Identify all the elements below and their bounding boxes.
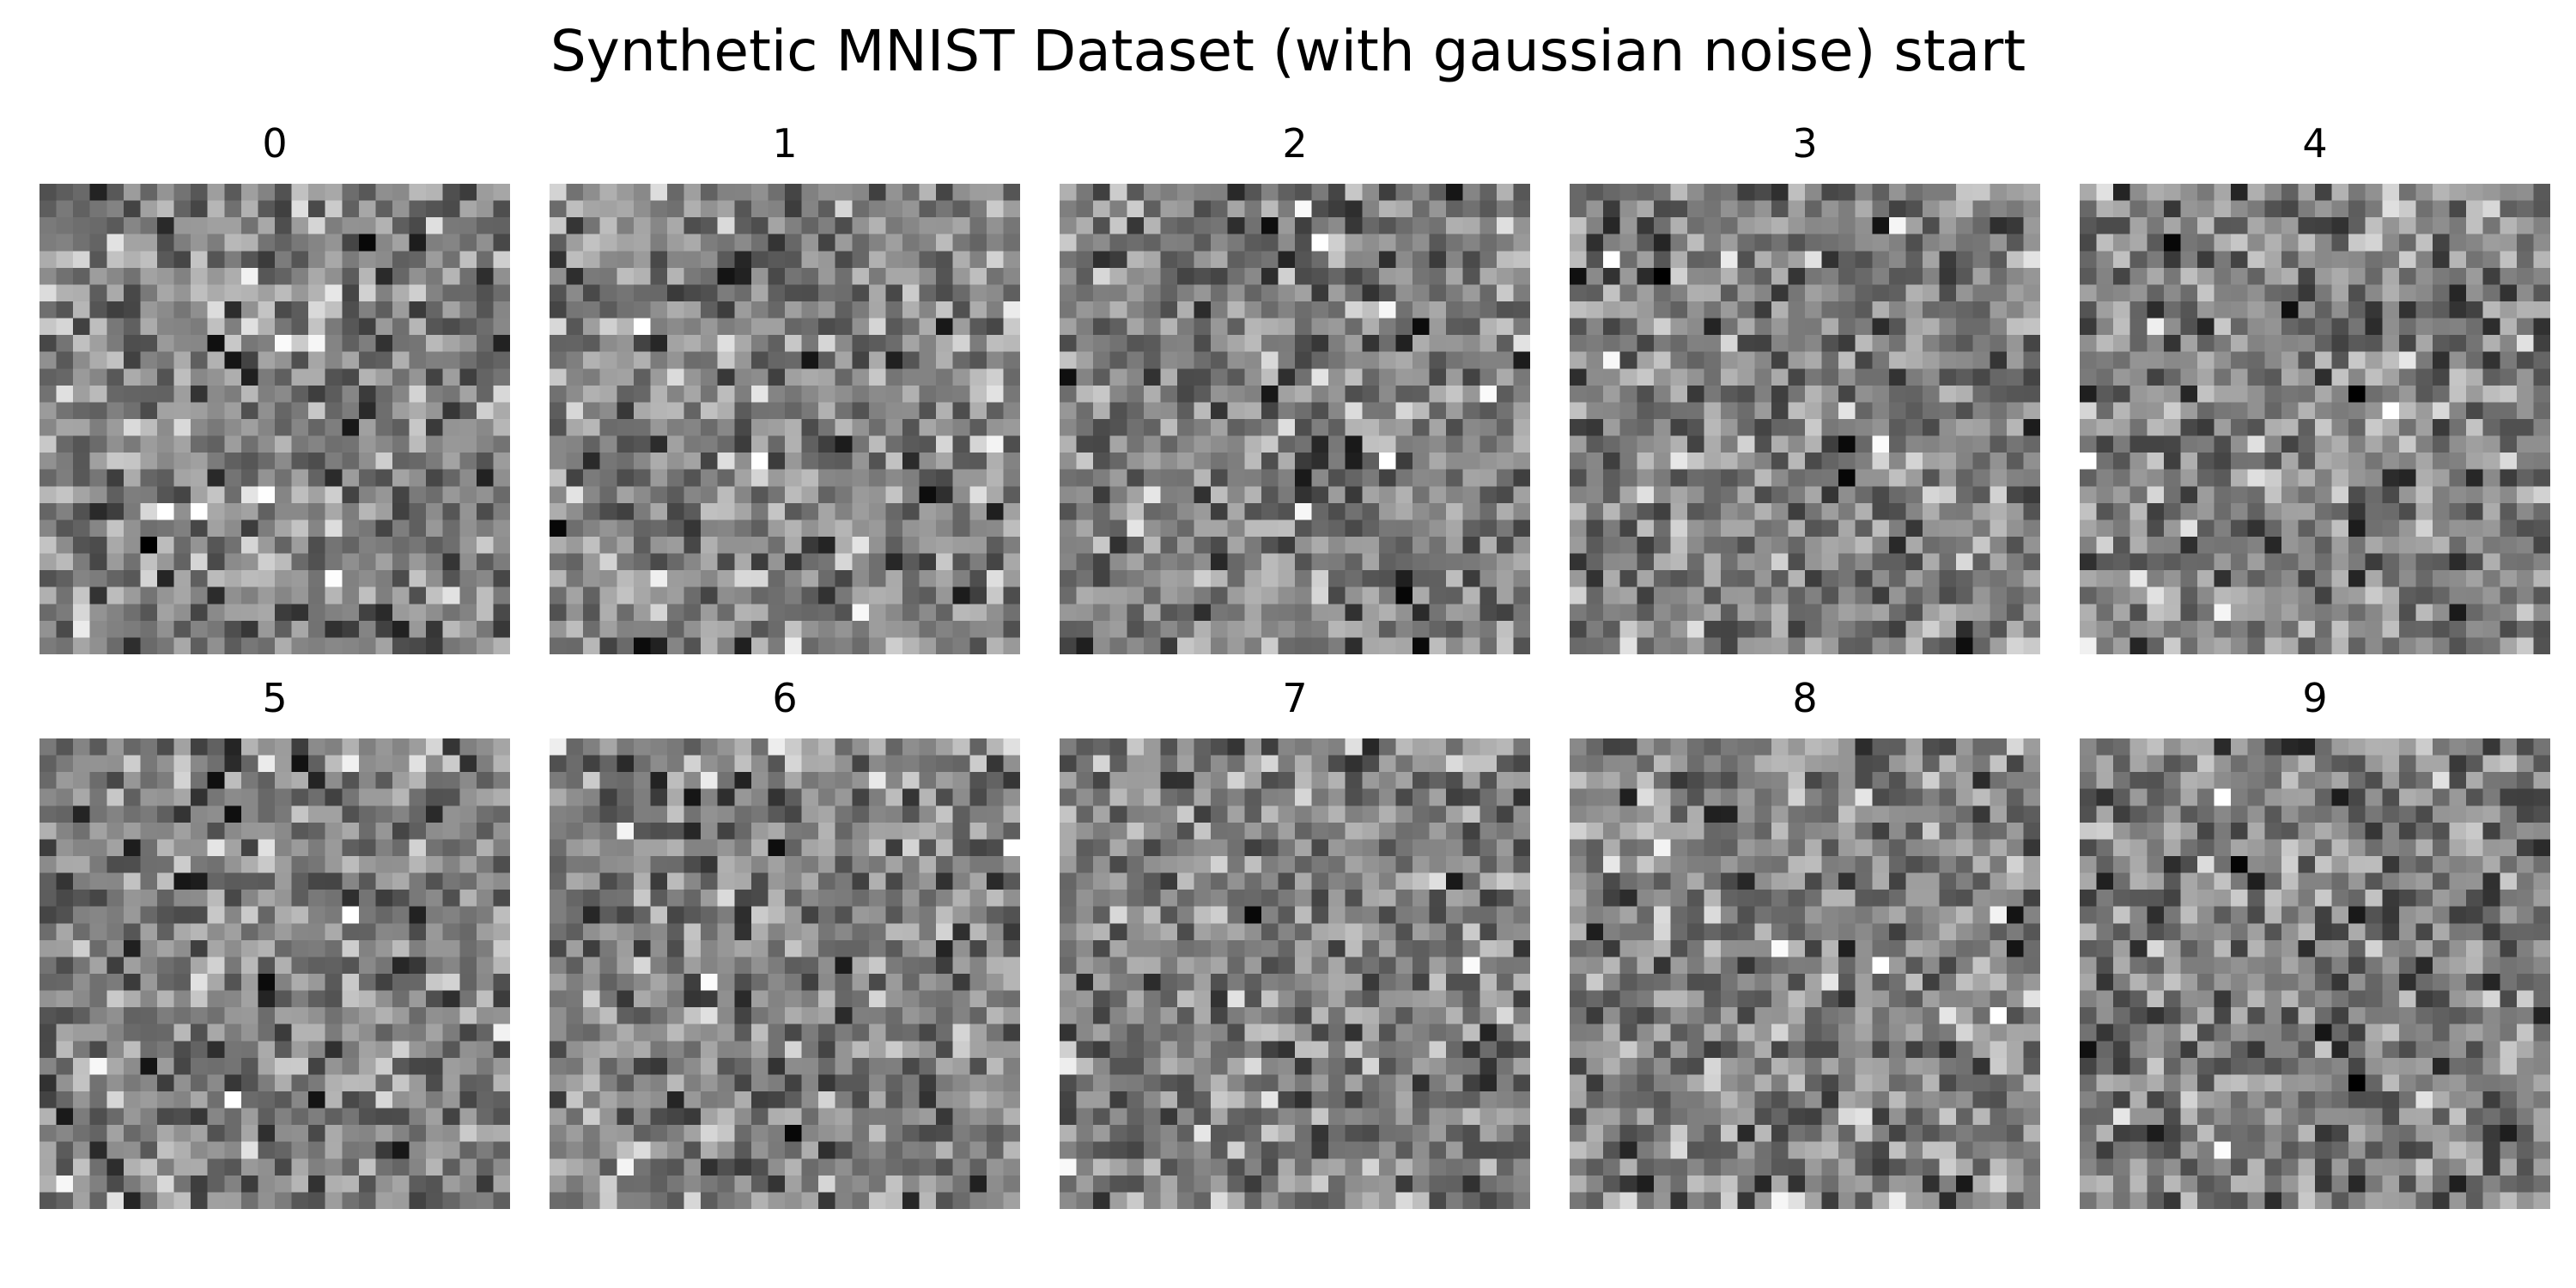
panel-label: 9	[2302, 675, 2328, 721]
panel-label: 1	[772, 120, 798, 167]
sample-panel-4: 4	[2080, 120, 2550, 654]
noise-image	[39, 184, 510, 654]
panel-label: 0	[262, 120, 288, 167]
sample-panel-9: 9	[2080, 675, 2550, 1209]
sample-panel-1: 1	[550, 120, 1020, 654]
panel-label: 7	[1282, 675, 1308, 721]
sample-panel-2: 2	[1060, 120, 1530, 654]
noise-image	[1060, 184, 1530, 654]
noise-image	[1060, 738, 1530, 1209]
noise-image	[1570, 738, 2040, 1209]
sample-panel-0: 0	[39, 120, 510, 654]
noise-image	[2080, 184, 2550, 654]
panel-label: 8	[1792, 675, 1818, 721]
panel-label: 5	[262, 675, 288, 721]
panel-label: 4	[2302, 120, 2328, 167]
panel-label: 2	[1282, 120, 1308, 167]
sample-panel-6: 6	[550, 675, 1020, 1209]
figure-title: Synthetic MNIST Dataset (with gaussian n…	[550, 18, 2026, 84]
noise-image	[1570, 184, 2040, 654]
sample-panel-8: 8	[1570, 675, 2040, 1209]
panel-label: 6	[772, 675, 798, 721]
sample-panel-3: 3	[1570, 120, 2040, 654]
sample-panel-7: 7	[1060, 675, 1530, 1209]
noise-image	[550, 184, 1020, 654]
panel-label: 3	[1792, 120, 1818, 167]
noise-image	[2080, 738, 2550, 1209]
sample-panel-5: 5	[39, 675, 510, 1209]
noise-image	[550, 738, 1020, 1209]
noise-image	[39, 738, 510, 1209]
